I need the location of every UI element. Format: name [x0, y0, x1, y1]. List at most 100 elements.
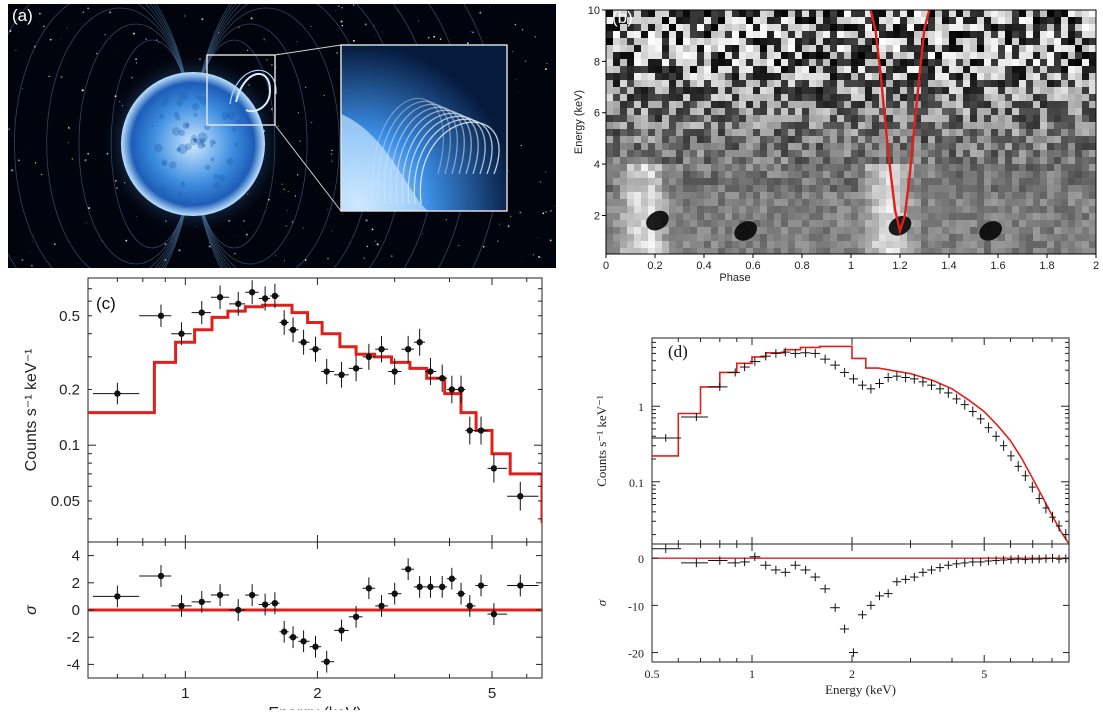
heatmap-cell — [1054, 66, 1061, 73]
heatmap-cell — [1054, 94, 1061, 101]
heatmap-cell — [753, 73, 760, 80]
heatmap-cell — [641, 206, 648, 213]
heatmap-cell — [977, 171, 984, 178]
residual-point — [378, 602, 385, 610]
heatmap-cell — [746, 241, 753, 248]
heatmap-cell — [641, 10, 648, 17]
heatmap-cell — [991, 178, 998, 185]
background-star — [87, 153, 89, 155]
residual-point — [157, 572, 165, 580]
heatmap-cell — [879, 220, 886, 227]
y-tick-label: 0.1 — [629, 476, 644, 490]
heatmap-cell — [627, 122, 634, 129]
heatmap-cell — [725, 80, 732, 87]
heatmap-cell — [963, 150, 970, 157]
heatmap-cell — [984, 52, 991, 59]
heatmap-cell — [1026, 115, 1033, 122]
heatmap-cell — [802, 143, 809, 150]
heatmap-cell — [802, 94, 809, 101]
heatmap-cell — [914, 220, 921, 227]
heatmap-cell — [984, 213, 991, 220]
heatmap-cell — [830, 52, 837, 59]
heatmap-cell — [1082, 66, 1089, 73]
heatmap-cell — [746, 248, 753, 254]
heatmap-cell — [928, 101, 935, 108]
heatmap-cell — [942, 66, 949, 73]
heatmap-cell — [795, 192, 802, 199]
heatmap-cell — [634, 192, 641, 199]
heatmap-cell — [928, 10, 935, 17]
heatmap-cell — [1082, 115, 1089, 122]
heatmap-cell — [641, 136, 648, 143]
heatmap-cell — [1089, 10, 1096, 17]
heatmap-cell — [949, 171, 956, 178]
heatmap-cell — [1033, 129, 1040, 136]
heatmap-cell — [963, 227, 970, 234]
heatmap-cell — [662, 108, 669, 115]
surface-texture — [162, 161, 168, 167]
heatmap-cell — [739, 108, 746, 115]
heatmap-cell — [641, 171, 648, 178]
heatmap-cell — [844, 227, 851, 234]
heatmap-cell — [956, 115, 963, 122]
heatmap-cell — [767, 66, 774, 73]
background-star — [537, 255, 540, 258]
heatmap-cell — [963, 178, 970, 185]
heatmap-cell — [669, 87, 676, 94]
heatmap-cell — [774, 66, 781, 73]
heatmap-cell — [788, 66, 795, 73]
heatmap-cell — [613, 206, 620, 213]
heatmap-cell — [956, 52, 963, 59]
heatmap-cell — [977, 38, 984, 45]
heatmap-cell — [704, 80, 711, 87]
background-star — [373, 25, 375, 27]
heatmap-cell — [613, 108, 620, 115]
heatmap-cell — [816, 115, 823, 122]
heatmap-cell — [788, 213, 795, 220]
heatmap-cell — [956, 66, 963, 73]
heatmap-cell — [872, 150, 879, 157]
heatmap-cell — [1019, 178, 1026, 185]
heatmap-cell — [823, 59, 830, 66]
background-star — [520, 144, 523, 147]
heatmap-cell — [802, 136, 809, 143]
heatmap-cell — [858, 94, 865, 101]
heatmap-cell — [753, 17, 760, 24]
background-star — [238, 26, 240, 29]
surface-texture — [175, 114, 181, 121]
heatmap-cell — [1019, 10, 1026, 17]
heatmap-cell — [865, 178, 872, 185]
heatmap-cell — [830, 199, 837, 206]
heatmap-cell — [1019, 66, 1026, 73]
heatmap-cell — [760, 234, 767, 241]
heatmap-cell — [1019, 213, 1026, 220]
heatmap-cell — [704, 66, 711, 73]
heatmap-cell — [1033, 178, 1040, 185]
heatmap-cell — [830, 94, 837, 101]
heatmap-cell — [613, 38, 620, 45]
heatmap-cell — [697, 38, 704, 45]
heatmap-cell — [886, 24, 893, 31]
heatmap-cell — [746, 178, 753, 185]
heatmap-cell — [998, 87, 1005, 94]
heatmap-cell — [711, 52, 718, 59]
heatmap-cell — [928, 185, 935, 192]
heatmap-cell — [697, 24, 704, 31]
heatmap-cell — [1026, 248, 1033, 254]
heatmap-cell — [739, 199, 746, 206]
heatmap-cell — [662, 101, 669, 108]
heatmap-cell — [907, 73, 914, 80]
heatmap-cell — [872, 234, 879, 241]
heatmap-cell — [949, 199, 956, 206]
heatmap-cell — [613, 220, 620, 227]
heatmap-cell — [886, 241, 893, 248]
heatmap-cell — [998, 129, 1005, 136]
heatmap-cell — [1019, 17, 1026, 24]
heatmap-cell — [732, 157, 739, 164]
heatmap-cell — [795, 66, 802, 73]
heatmap-cell — [655, 206, 662, 213]
heatmap-cell — [718, 59, 725, 66]
heatmap-cell — [900, 24, 907, 31]
heatmap-cell — [1033, 248, 1040, 254]
heatmap-cell — [865, 129, 872, 136]
